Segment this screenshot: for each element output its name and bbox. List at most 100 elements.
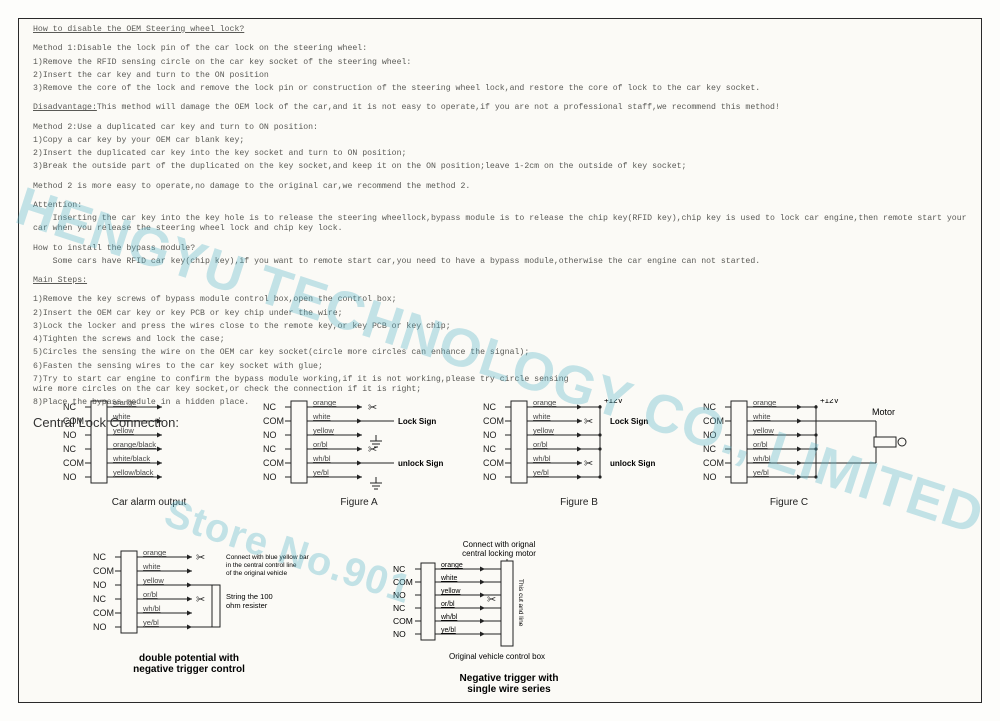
- svg-text:COM: COM: [93, 566, 114, 576]
- svg-text:✂: ✂: [487, 594, 496, 606]
- svg-text:NO: NO: [703, 430, 717, 440]
- svg-text:yellow: yellow: [533, 426, 554, 435]
- svg-text:or/bl: or/bl: [313, 440, 328, 449]
- step7: 7)Try to start car engine to confirm the…: [33, 375, 593, 396]
- svg-text:NC: NC: [263, 444, 276, 454]
- svg-text:COM: COM: [393, 577, 413, 587]
- svg-text:yellow/black: yellow/black: [113, 468, 154, 477]
- svg-text:NO: NO: [393, 629, 406, 639]
- install-q: How to install the bypass module?: [33, 244, 969, 254]
- svg-text:NC: NC: [703, 444, 716, 454]
- svg-text:white: white: [112, 412, 131, 421]
- svg-text:✂: ✂: [584, 458, 593, 470]
- svg-text:ye/bl: ye/bl: [533, 468, 549, 477]
- step1: 1)Remove the key screws of bypass module…: [33, 295, 969, 305]
- svg-text:NO: NO: [263, 430, 277, 440]
- svg-text:unlock Sign: unlock Sign: [610, 459, 655, 468]
- svg-text:NC: NC: [483, 402, 496, 412]
- negative-trigger-label: Negative trigger with single wire series: [409, 673, 609, 695]
- svg-text:NC: NC: [63, 402, 76, 412]
- diagram-figure-a: NCCOMNONCCOMNOorangewhiteyellowor/blwh/b…: [259, 399, 459, 494]
- svg-text:NO: NO: [393, 590, 406, 600]
- svg-text:NC: NC: [263, 402, 276, 412]
- svg-text:Lock Sign: Lock Sign: [398, 417, 436, 426]
- svg-text:NC: NC: [703, 402, 716, 412]
- text-column: How to disable the OEM Steering wheel lo…: [33, 25, 969, 437]
- svg-text:orange: orange: [533, 399, 556, 407]
- svg-text:orange: orange: [113, 399, 136, 407]
- svg-text:NO: NO: [483, 430, 497, 440]
- svg-text:Connect with orignal: Connect with orignal: [463, 540, 536, 549]
- svg-text:NC: NC: [393, 564, 405, 574]
- method2-note: Method 2 is more easy to operate,no dama…: [33, 182, 969, 192]
- svg-text:+12V: +12V: [820, 399, 840, 405]
- attention-body: Inserting the car key into the key hole …: [33, 214, 969, 235]
- fig-car-alarm-label: Car alarm output: [59, 497, 239, 508]
- svg-text:NC: NC: [393, 603, 405, 613]
- svg-text:COM: COM: [703, 458, 724, 468]
- fig-c-label: Figure C: [669, 497, 909, 508]
- step4: 4)Tighten the screws and lock the case;: [33, 335, 969, 345]
- svg-text:✂: ✂: [196, 594, 205, 606]
- svg-text:NO: NO: [93, 622, 107, 632]
- step2: 2)Insert the OEM car key or key PCB or k…: [33, 309, 969, 319]
- svg-text:orange/black: orange/black: [113, 440, 156, 449]
- svg-text:or/bl: or/bl: [441, 601, 455, 608]
- method1-3: 3)Remove the core of the lock and remove…: [33, 84, 969, 94]
- svg-text:ohm resister: ohm resister: [226, 601, 268, 610]
- svg-text:✂: ✂: [584, 416, 593, 428]
- svg-text:COM: COM: [393, 616, 413, 626]
- fig-a-label: Figure A: [259, 497, 459, 508]
- svg-text:wh/bl: wh/bl: [532, 454, 551, 463]
- svg-text:white: white: [312, 412, 331, 421]
- svg-text:unlock Sign: unlock Sign: [398, 459, 443, 468]
- svg-text:or/bl: or/bl: [143, 590, 158, 599]
- diagram-figure-b: NCCOMNONCCOMNOorangewhiteyellowor/blwh/b…: [479, 399, 679, 494]
- diagram-double-potential: NCCOMNONCCOMNOorangewhiteyellowor/blwh/b…: [89, 549, 349, 654]
- svg-text:✂: ✂: [368, 444, 377, 456]
- step5: 5)Circles the sensing the wire on the OE…: [33, 348, 593, 358]
- svg-text:✂: ✂: [368, 402, 377, 414]
- svg-text:NO: NO: [63, 430, 77, 440]
- svg-text:COM: COM: [63, 416, 84, 426]
- svg-text:wh/bl: wh/bl: [440, 614, 458, 621]
- svg-text:ye/bl: ye/bl: [441, 627, 456, 634]
- svg-text:This cut and line: This cut and line: [517, 579, 524, 627]
- svg-text:orange: orange: [313, 399, 336, 407]
- mainsteps-title: Main Steps:: [33, 276, 969, 286]
- svg-text:orange: orange: [441, 562, 463, 569]
- svg-text:white: white: [142, 562, 161, 571]
- svg-text:ye/bl: ye/bl: [143, 618, 159, 627]
- disadvantage: Disadvantage:Disadvantage:This method wi…: [33, 103, 969, 113]
- step3: 3)Lock the locker and press the wires cl…: [33, 322, 969, 332]
- diagram-car-alarm: NCCOMNONCCOMNOorangewhiteyelloworange/bl…: [59, 399, 239, 494]
- svg-text:yellow: yellow: [143, 576, 164, 585]
- method2-2: 2)Insert the duplicated car key into the…: [33, 149, 969, 159]
- fig-b-label: Figure B: [479, 497, 679, 508]
- svg-text:NC: NC: [483, 444, 496, 454]
- svg-text:+12V: +12V: [604, 399, 624, 405]
- svg-text:yellow: yellow: [441, 588, 461, 595]
- svg-text:white/black: white/black: [112, 454, 150, 463]
- svg-text:NC: NC: [93, 594, 106, 604]
- svg-text:white: white: [752, 412, 771, 421]
- svg-text:yellow: yellow: [113, 426, 134, 435]
- method2-title: Method 2:Use a duplicated car key and tu…: [33, 123, 969, 133]
- svg-text:COM: COM: [63, 458, 84, 468]
- svg-text:COM: COM: [93, 608, 114, 618]
- method1-1: 1)Remove the RFID sensing circle on the …: [33, 58, 969, 68]
- diagram-negative-trigger: Connect with orignalcentral locking moto…: [389, 539, 639, 674]
- method1-title: Method 1:Disable the lock pin of the car…: [33, 44, 969, 54]
- svg-text:COM: COM: [263, 416, 284, 426]
- svg-text:yellow: yellow: [313, 426, 334, 435]
- page-frame: How to disable the OEM Steering wheel lo…: [18, 18, 982, 703]
- svg-text:orange: orange: [753, 399, 776, 407]
- svg-text:yellow: yellow: [753, 426, 774, 435]
- svg-text:white: white: [440, 575, 457, 582]
- method1-2: 2)Insert the car key and turn to the ON …: [33, 71, 969, 81]
- svg-text:NC: NC: [93, 552, 106, 562]
- svg-text:COM: COM: [483, 416, 504, 426]
- svg-text:NC: NC: [63, 444, 76, 454]
- svg-text:Lock Sign: Lock Sign: [610, 417, 648, 426]
- svg-text:NO: NO: [703, 472, 717, 482]
